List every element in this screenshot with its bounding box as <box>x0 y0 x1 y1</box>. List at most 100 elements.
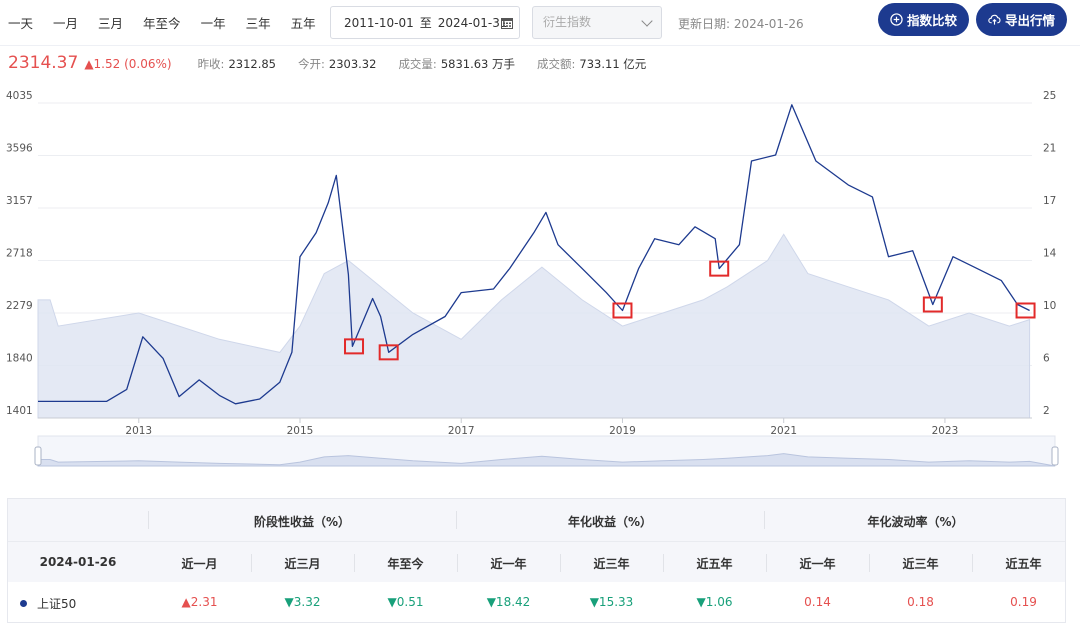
highlight-box <box>1015 302 1036 319</box>
column-header: 近一年 <box>799 557 836 571</box>
divider <box>251 554 252 572</box>
amount: 成交额: 733.11 亿元 <box>537 56 646 72</box>
quote-summary: 2314.37 ▲1.52 (0.06%) 昨收: 2312.85 今开: 2303… <box>8 53 646 73</box>
performance-table: 阶段性收益（%） 年化收益（%） 年化波动率（%） 2024-01-26 近一月… <box>7 498 1066 623</box>
amount-value: 733.11 亿元 <box>579 57 647 71</box>
column-header: 近五年 <box>1005 557 1042 571</box>
toolbar: 一天 一月 三月 年至今 一年 三年 五年 2011-10-01 至 2024-… <box>0 0 1080 46</box>
range-3y[interactable]: 三年 <box>245 16 271 31</box>
amount-label: 成交额: <box>537 57 576 71</box>
divider <box>354 554 355 572</box>
range-tabs: 一天 一月 三月 年至今 一年 三年 五年 <box>8 13 336 32</box>
y-left-tick-label: 1401 <box>6 405 33 417</box>
divider <box>869 554 870 572</box>
date-range-picker[interactable]: 2011-10-01 至 2024-01-31 <box>330 6 520 39</box>
divider <box>663 554 664 572</box>
table-column-header: 2024-01-26 近一月 近三月 年至今 近一年 近三年 近五年 近一年 近三年 近五年 <box>8 541 1065 582</box>
range-5y[interactable]: 五年 <box>290 16 316 31</box>
navigator-left-handle[interactable] <box>34 446 42 466</box>
y-left-tick-label: 3596 <box>6 143 33 155</box>
highlight-box <box>709 260 730 277</box>
table-cell: ▼1.06 <box>696 595 733 609</box>
plus-circle-icon <box>890 13 903 26</box>
calendar-icon <box>501 18 513 29</box>
y-right-tick-label: 17 <box>1043 195 1056 207</box>
y-left-tick-label: 4035 <box>6 90 33 102</box>
highlight-box <box>612 302 633 319</box>
x-tick-label: 2021 <box>770 425 797 437</box>
y-left-tick-label: 3157 <box>6 195 33 207</box>
x-tick-label: 2019 <box>609 425 636 437</box>
y-left-tick-label: 2279 <box>6 300 33 312</box>
series-dot <box>20 600 27 607</box>
table-cell: 0.14 <box>804 595 831 609</box>
table-cell: ▼3.32 <box>284 595 321 609</box>
table-cell: 0.18 <box>907 595 934 609</box>
group-annual-return: 年化收益（%） <box>567 515 653 529</box>
date-from: 2011-10-01 <box>344 15 414 30</box>
price-change: ▲1.52 (0.06%) <box>84 57 172 71</box>
divider <box>148 511 149 529</box>
divider <box>560 554 561 572</box>
row-name: 上证50 <box>20 595 76 612</box>
y-right-tick-label: 21 <box>1043 143 1056 155</box>
y-right-tick-label: 25 <box>1043 90 1056 102</box>
volatility-area <box>37 233 1031 419</box>
divider <box>766 554 767 572</box>
range-1d[interactable]: 一天 <box>8 16 34 31</box>
volume-value: 5831.63 万手 <box>440 57 516 71</box>
open-label: 今开: <box>298 57 325 71</box>
prev-close-label: 昨收: <box>197 57 225 71</box>
y-left-tick-label: 2718 <box>6 248 33 260</box>
table-cell: ▼0.51 <box>387 595 424 609</box>
index-chart[interactable]: 1401 2 1840 6 2279 10 2718 14 3157 17 3596 21 4035 25… <box>0 88 1080 478</box>
range-1m[interactable]: 一月 <box>53 16 79 31</box>
range-1y[interactable]: 一年 <box>200 16 226 31</box>
range-ytd[interactable]: 年至今 <box>143 16 181 31</box>
header-date: 2024-01-26 <box>39 555 117 569</box>
table-group-header: 阶段性收益（%） 年化收益（%） 年化波动率（%） <box>8 499 1065 541</box>
volume-label: 成交量: <box>398 57 437 71</box>
index-compare-label: 指数比较 <box>906 13 957 28</box>
open-value: 2303.32 <box>328 57 377 71</box>
range-3m[interactable]: 三月 <box>98 16 124 31</box>
table-cell: ▼18.42 <box>486 595 531 609</box>
divider <box>456 511 457 529</box>
y-right-tick-label: 10 <box>1043 300 1056 312</box>
date-to: 2024-01-31 <box>437 15 508 30</box>
x-tick-label: 2013 <box>125 425 152 437</box>
divider <box>457 554 458 572</box>
update-date: 更新日期: 2024-01-26 <box>678 17 804 31</box>
date-separator: 至 <box>419 16 432 30</box>
table-row[interactable]: 上证50 ▲2.31 ▼3.32 ▼0.51 ▼18.42 ▼15.33 ▼1.06 0.1… <box>8 582 1065 622</box>
derivative-index-select[interactable]: 衍生指数 <box>532 6 662 39</box>
prev-close: 昨收: 2312.85 <box>198 56 276 72</box>
divider <box>972 554 973 572</box>
export-quotes-button[interactable]: 导出行情 <box>976 3 1067 36</box>
navigator-right-handle[interactable] <box>1051 446 1059 466</box>
navigator-area <box>37 453 1056 467</box>
last-price: 2314.37 <box>8 53 79 73</box>
column-header: 近五年 <box>696 557 733 571</box>
y-right-tick-label: 14 <box>1043 248 1057 260</box>
chevron-down-icon <box>641 15 653 27</box>
open: 今开: 2303.32 <box>298 56 376 72</box>
column-header: 近一月 <box>181 557 218 571</box>
column-header: 近三年 <box>902 557 939 571</box>
x-tick-label: 2015 <box>287 425 314 437</box>
cloud-upload-icon <box>988 14 1001 25</box>
column-header: 近三月 <box>284 557 321 571</box>
y-right-tick-label: 2 <box>1043 405 1050 417</box>
index-compare-button[interactable]: 指数比较 <box>878 3 969 36</box>
highlight-box <box>378 344 399 361</box>
table-cell: 0.19 <box>1010 595 1037 609</box>
x-tick-label: 2023 <box>932 425 959 437</box>
y-left-tick-label: 1840 <box>6 353 33 365</box>
export-quotes-label: 导出行情 <box>1004 13 1055 28</box>
volume: 成交量: 5831.63 万手 <box>398 56 515 72</box>
price-line <box>38 104 1030 405</box>
highlight-box <box>922 296 943 313</box>
table-cell: ▲2.31 <box>181 595 218 609</box>
column-header: 近一年 <box>490 557 527 571</box>
prev-close-value: 2312.85 <box>228 57 276 71</box>
